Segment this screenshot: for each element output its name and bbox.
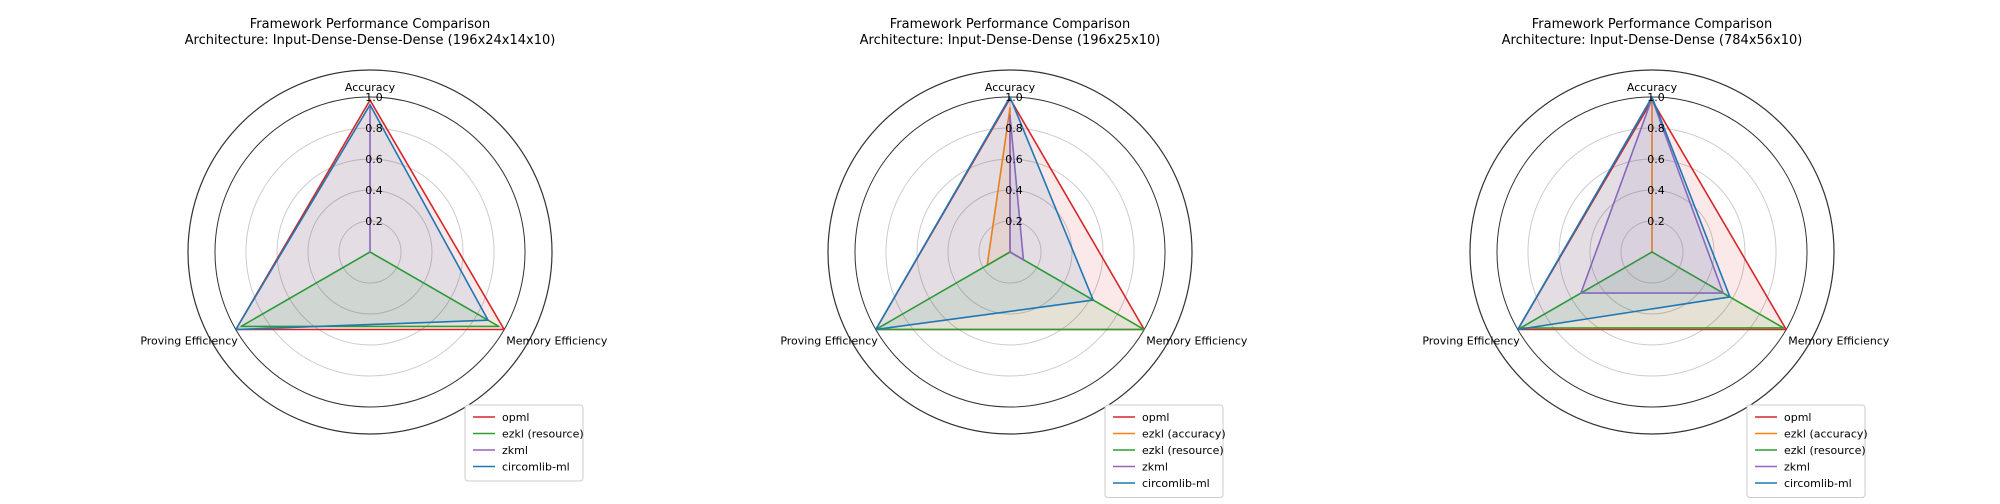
radial-tick-label: 0.4 xyxy=(1005,184,1023,197)
legend-label: opml xyxy=(1142,411,1169,424)
radial-tick-label: 0.6 xyxy=(1647,153,1665,166)
series-line-circomlib-ml xyxy=(874,96,1094,331)
series-line-ezkl-resource- xyxy=(1519,251,1785,329)
legend-box xyxy=(1104,404,1224,498)
axis-label: Memory Efficiency xyxy=(1788,335,1890,348)
radial-tick-label: 0.6 xyxy=(365,153,383,166)
polar-frame xyxy=(187,69,553,435)
radar-chart-1: Framework Performance ComparisonArchitec… xyxy=(140,17,608,482)
chart-subtitle: Architecture: Input-Dense-Dense (196x25x… xyxy=(860,33,1161,48)
legend-label: circomlib-ml xyxy=(1784,477,1852,490)
radial-tick-label: 0.2 xyxy=(1005,215,1023,228)
legend-box xyxy=(1746,404,1866,498)
radial-tick-label: 0.6 xyxy=(1005,153,1023,166)
radial-tick-label: 1.0 xyxy=(365,91,383,104)
legend-label: zkml xyxy=(1142,461,1168,474)
polar-frame xyxy=(827,69,1193,435)
series-line-zkml xyxy=(1580,97,1724,294)
axis-label: Proving Efficiency xyxy=(140,335,238,348)
radial-tick-label: 0.8 xyxy=(365,122,383,135)
legend-label: ezkl (resource) xyxy=(502,428,584,441)
axis-label: Accuracy xyxy=(345,81,396,94)
legend-label: zkml xyxy=(1784,461,1810,474)
series-line-circomlib-ml xyxy=(235,104,489,331)
chart-title: Framework Performance Comparison xyxy=(1532,17,1772,32)
series-fill-ezkl-resource- xyxy=(1520,252,1784,328)
axis-label: Accuracy xyxy=(1627,81,1678,94)
legend-box xyxy=(464,404,584,482)
series-fill-zkml xyxy=(1580,98,1724,294)
legend-label: circomlib-ml xyxy=(502,461,570,474)
chart-title: Framework Performance Comparison xyxy=(250,17,490,32)
axis-label: Memory Efficiency xyxy=(1146,335,1248,348)
series-fill-ezkl-resource- xyxy=(875,252,1145,330)
series-line-circomlib-ml xyxy=(1517,96,1731,331)
series-line-ezkl-resource- xyxy=(874,251,1145,331)
legend-label: zkml xyxy=(502,444,528,457)
legend-label: opml xyxy=(502,411,529,424)
series-fill-circomlib-ml xyxy=(235,104,489,330)
radial-tick-label: 0.2 xyxy=(1647,215,1665,228)
chart-subtitle: Architecture: Input-Dense-Dense-Dense (1… xyxy=(185,33,556,48)
radial-tick-label: 0.2 xyxy=(365,215,383,228)
series-line-zkml xyxy=(1009,114,1025,261)
axis-label: Accuracy xyxy=(985,81,1036,94)
chart-subtitle: Architecture: Input-Dense-Dense (784x56x… xyxy=(1502,33,1803,48)
legend-label: ezkl (accuracy) xyxy=(1142,428,1226,441)
series-line-opml xyxy=(235,99,506,331)
radial-tick-label: 1.0 xyxy=(1647,91,1665,104)
legend-label: ezkl (resource) xyxy=(1142,444,1224,457)
series-fill-ezkl-resource- xyxy=(241,252,499,327)
radial-tick-label: 0.8 xyxy=(1005,122,1023,135)
radial-tick-label: 0.4 xyxy=(1647,184,1665,197)
series-fill-circomlib-ml xyxy=(875,97,1094,330)
axis-label: Proving Efficiency xyxy=(1422,335,1520,348)
radial-tick-label: 1.0 xyxy=(1005,91,1023,104)
radial-tick-label: 0.8 xyxy=(1647,122,1665,135)
radar-chart-2: Framework Performance ComparisonArchitec… xyxy=(780,17,1248,498)
legend-label: ezkl (resource) xyxy=(1784,444,1866,457)
series-fill-circomlib-ml xyxy=(1517,97,1730,330)
legend-label: opml xyxy=(1784,411,1811,424)
legend-label: ezkl (accuracy) xyxy=(1784,428,1868,441)
chart-title: Framework Performance Comparison xyxy=(890,17,1130,32)
axis-label: Memory Efficiency xyxy=(506,335,608,348)
series-line-ezkl-resource- xyxy=(240,251,500,328)
axis-label: Proving Efficiency xyxy=(780,335,878,348)
radial-tick-label: 0.4 xyxy=(365,184,383,197)
max-ring xyxy=(214,96,526,408)
polar-frame xyxy=(1469,69,1835,435)
legend-label: circomlib-ml xyxy=(1142,477,1210,490)
radar-chart-3: Framework Performance ComparisonArchitec… xyxy=(1422,17,1890,498)
